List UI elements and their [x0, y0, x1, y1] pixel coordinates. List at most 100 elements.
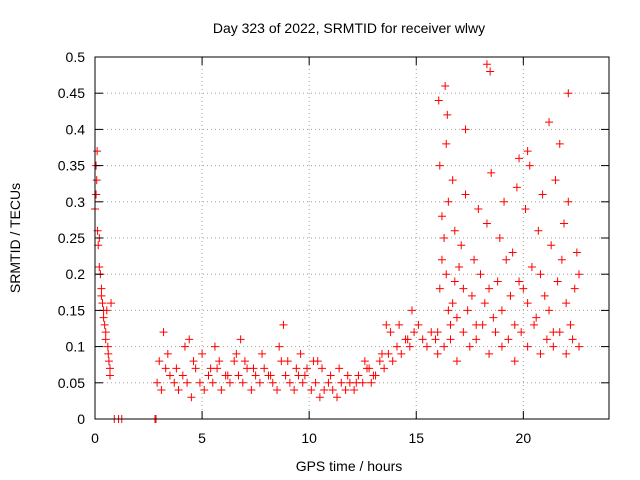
data-point — [352, 378, 361, 387]
data-point — [161, 364, 170, 373]
data-point — [223, 371, 232, 380]
data-point — [534, 226, 543, 235]
data-point — [217, 386, 226, 395]
data-point — [476, 270, 485, 279]
data-point — [407, 306, 416, 315]
data-point — [570, 284, 579, 293]
data-point — [442, 139, 451, 148]
data-point — [403, 335, 412, 344]
data-point — [251, 371, 260, 380]
data-point — [491, 328, 500, 337]
data-point — [560, 219, 569, 228]
data-point — [392, 342, 401, 351]
data-point — [100, 320, 109, 329]
data-point — [545, 118, 554, 127]
data-point — [504, 335, 513, 344]
data-point — [172, 364, 181, 373]
data-point — [92, 176, 101, 185]
data-point — [489, 313, 498, 322]
y-tick-label: 0.35 — [58, 158, 85, 174]
data-point — [536, 270, 545, 279]
data-point — [523, 299, 532, 308]
data-point — [195, 378, 204, 387]
data-point — [442, 270, 451, 279]
data-point — [183, 378, 192, 387]
data-point — [530, 320, 539, 329]
data-point — [440, 342, 449, 351]
data-point — [97, 284, 106, 293]
data-point — [482, 219, 491, 228]
data-point — [101, 328, 110, 337]
y-tick-label: 0.45 — [58, 85, 85, 101]
data-point — [482, 60, 491, 69]
data-point — [506, 291, 515, 300]
data-point — [540, 291, 549, 300]
data-point — [354, 371, 363, 380]
data-point — [165, 371, 174, 380]
data-point — [307, 386, 316, 395]
data-point — [433, 328, 442, 337]
data-point — [553, 277, 562, 286]
data-point — [575, 342, 584, 351]
data-point — [97, 291, 106, 300]
x-tick-label: 5 — [198, 430, 206, 446]
data-point — [275, 342, 284, 351]
data-point — [98, 299, 107, 308]
data-point — [103, 342, 112, 351]
data-point — [311, 378, 320, 387]
data-point — [365, 364, 374, 373]
data-point — [523, 342, 532, 351]
data-point — [418, 335, 427, 344]
data-point — [180, 342, 189, 351]
data-point — [320, 386, 329, 395]
data-point — [435, 284, 444, 293]
data-point — [279, 320, 288, 329]
data-point — [485, 284, 494, 293]
data-point — [564, 197, 573, 206]
data-point — [225, 378, 234, 387]
data-point — [519, 284, 528, 293]
data-point — [187, 393, 196, 402]
data-point — [174, 386, 183, 395]
data-point — [568, 335, 577, 344]
data-point — [536, 349, 545, 358]
data-point — [258, 349, 267, 358]
data-point — [153, 378, 162, 387]
y-tick-label: 0 — [77, 411, 85, 427]
data-point — [517, 328, 526, 337]
data-point — [500, 197, 509, 206]
data-point — [414, 320, 423, 329]
data-point — [515, 154, 524, 163]
x-tick-label: 10 — [301, 430, 317, 446]
data-point — [163, 349, 172, 358]
data-point — [104, 349, 113, 358]
data-point — [564, 89, 573, 98]
data-point — [572, 248, 581, 257]
data-point — [444, 306, 453, 315]
data-point — [434, 96, 443, 105]
data-point — [551, 176, 560, 185]
data-point — [247, 386, 256, 395]
data-point — [555, 328, 564, 337]
x-tick-label: 0 — [91, 430, 99, 446]
data-point — [369, 371, 378, 380]
data-point — [444, 197, 453, 206]
data-point — [486, 67, 495, 76]
data-point — [350, 386, 359, 395]
data-point — [497, 306, 506, 315]
data-point — [341, 386, 350, 395]
data-point — [360, 357, 369, 366]
chart-title: Day 323 of 2022, SRMTID for receiver wlw… — [213, 20, 485, 36]
data-point — [155, 357, 164, 366]
data-point — [105, 371, 114, 380]
x-tick-label: 15 — [408, 430, 424, 446]
data-point — [380, 364, 389, 373]
data-point — [461, 125, 470, 134]
data-point — [485, 349, 494, 358]
data-points — [91, 60, 584, 423]
data-point — [542, 335, 551, 344]
data-point — [324, 378, 333, 387]
data-point — [333, 393, 342, 402]
data-point — [443, 110, 452, 119]
